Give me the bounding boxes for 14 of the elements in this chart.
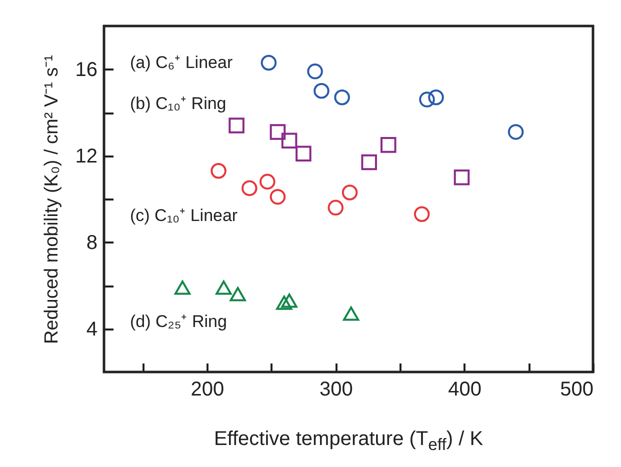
y-axis-title: Reduced mobility (K₀) / cm² V⁻¹ s⁻¹: [41, 54, 62, 344]
y-tick-label: 4: [86, 318, 98, 340]
x-tick-label: 500: [560, 378, 594, 400]
x-axis-title: Effective temperature (T$_{eff}$) / K: [212, 428, 484, 455]
x-tick-label: 300: [319, 378, 353, 400]
series-label: (a) C₆⁺ Linear: [130, 53, 233, 72]
y-tick-label: 8: [86, 232, 98, 254]
x-tick-label: 400: [448, 378, 482, 400]
series-label: (c) C₁₀⁺ Linear: [130, 206, 238, 225]
y-tick-label: 16: [75, 58, 98, 81]
x-tick-label: 200: [190, 378, 224, 400]
y-tick-label: 12: [75, 145, 98, 168]
series-label: (d) C₂₅⁺ Ring: [130, 312, 227, 331]
series-label: (b) C₁₀⁺ Ring: [130, 94, 226, 113]
